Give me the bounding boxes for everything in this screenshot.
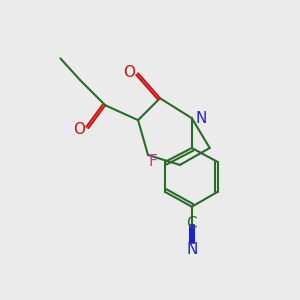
Text: N: N [186,242,197,257]
Text: N: N [195,111,206,126]
Text: F: F [148,154,158,169]
Text: O: O [73,122,85,136]
Text: C: C [187,216,197,231]
Text: O: O [123,65,135,80]
